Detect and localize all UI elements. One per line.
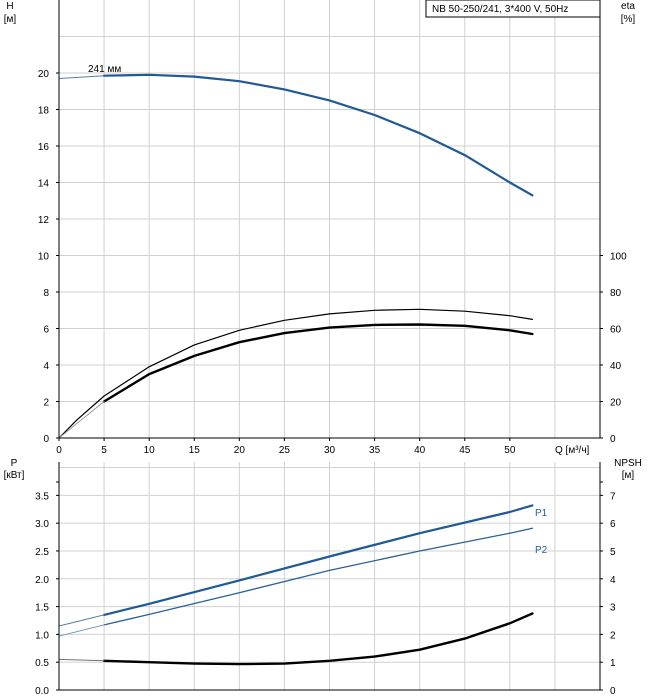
y-axis-unit-eta: [%] (621, 14, 636, 25)
y-tick-label: 10 (38, 252, 50, 263)
chart-title: NB 50-250/241, 3*400 V, 50Hz (432, 4, 568, 15)
y-axis-label-p: P (11, 458, 18, 469)
x-tick-label: 25 (279, 445, 291, 456)
y-right-tick-label: 1 (610, 658, 616, 669)
y-tick-label: 8 (43, 288, 49, 299)
y-axis-unit-h: [м] (4, 14, 17, 25)
y-axis-label-h: H (6, 1, 13, 12)
series-label-p2: P2 (535, 545, 548, 556)
y-right-tick-label: 0 (610, 686, 616, 697)
top-series-eta-faint-line (58, 401, 105, 439)
y-tick-label: 6 (43, 325, 49, 336)
x-tick-label: 0 (56, 445, 62, 456)
y-right-tick-label: 60 (610, 325, 622, 336)
y-tick-label: 14 (38, 179, 50, 190)
y-tick-label: 0.0 (35, 686, 49, 697)
y-tick-label: 1.0 (35, 630, 49, 641)
title-box (425, 0, 601, 18)
bottom-series-p1-line (103, 504, 534, 616)
x-tick-label: 15 (189, 445, 201, 456)
y-tick-label: 12 (38, 215, 50, 226)
y-right-tick-label: 6 (610, 519, 616, 530)
top-series-eta-thin-line (58, 308, 533, 439)
x-axis-label: Q [м³/ч] (555, 445, 590, 456)
bottom-series-npsh-ext-line (58, 658, 105, 662)
impeller-annotation: 241 мм (88, 64, 121, 75)
y-axis-label-eta: eta (621, 1, 635, 12)
top-axes: 0 2 4 6 8 10 12 14 16 18 20 0 20 40 60 80 100 0 5 10 15 20 25 3… (38, 0, 627, 456)
bottom-series-p2-ext-line (58, 624, 105, 637)
x-tick-label: 35 (369, 445, 381, 456)
bottom-series-p1-ext-line (58, 614, 105, 627)
bottom-axes: 0.0 0.5 1.0 1.5 2.0 2.5 3.0 3.5 0 1 2 3 4 5 6 7 (35, 462, 616, 697)
x-tick-label: 40 (414, 445, 426, 456)
y-tick-label: 20 (38, 69, 50, 80)
top-series-head-thin-line (58, 75, 105, 79)
y-axis-label-npsh: NPSH (614, 458, 642, 469)
y-right-tick-label: 0 (610, 434, 616, 445)
top-labels: H [м] eta [%] NB 50-250/241, 3*400 V, 50… (4, 0, 636, 456)
y-right-tick-label: 20 (610, 398, 622, 409)
y-right-tick-label: 4 (610, 575, 616, 586)
bottom-series (58, 504, 534, 666)
bottom-series-p2-line (103, 527, 534, 626)
power-npsh-panel: 0.0 0.5 1.0 1.5 2.0 2.5 3.0 3.5 0 1 2 3 4 5 6 7 P [кВт]… (4, 458, 642, 697)
y-tick-label: 3.0 (35, 519, 49, 530)
top-series-head-line (103, 73, 534, 197)
y-right-tick-label: 40 (610, 361, 622, 372)
x-tick-label: 50 (504, 445, 516, 456)
x-tick-label: 5 (101, 445, 107, 456)
y-tick-label: 2.5 (35, 547, 49, 558)
y-tick-label: 2 (43, 398, 49, 409)
series-label-p1: P1 (535, 508, 548, 519)
y-tick-label: 16 (38, 142, 50, 153)
bottom-labels: P [кВт] NPSH [м] P1 P2 (4, 458, 642, 556)
y-tick-label: 2.0 (35, 575, 49, 586)
y-right-tick-label: 100 (610, 252, 627, 263)
y-axis-unit-p: [кВт] (4, 470, 25, 481)
y-right-tick-label: 80 (610, 288, 622, 299)
y-right-tick-label: 5 (610, 547, 616, 558)
y-tick-label: 18 (38, 106, 50, 117)
y-axis-unit-npsh: [м] (622, 470, 635, 481)
top-series (58, 73, 534, 439)
y-tick-label: 4 (43, 361, 49, 372)
top-series-eta-thick-line (102, 323, 534, 403)
y-tick-label: 3.5 (35, 491, 49, 502)
bottom-grid (59, 462, 600, 690)
y-tick-label: 0 (43, 434, 49, 445)
x-tick-label: 10 (144, 445, 156, 456)
y-tick-label: 0.5 (35, 658, 49, 669)
y-right-tick-label: 2 (610, 630, 616, 641)
head-efficiency-panel: 0 2 4 6 8 10 12 14 16 18 20 0 20 40 60 80 100 0 5 10 15 20 25 3… (4, 0, 636, 456)
x-tick-label: 30 (324, 445, 336, 456)
x-tick-label: 45 (459, 445, 471, 456)
x-tick-label: 20 (234, 445, 246, 456)
y-right-tick-label: 3 (610, 603, 616, 614)
y-tick-label: 1.5 (35, 603, 49, 614)
bottom-series-npsh-line (102, 612, 534, 666)
y-right-tick-label: 7 (610, 491, 616, 502)
